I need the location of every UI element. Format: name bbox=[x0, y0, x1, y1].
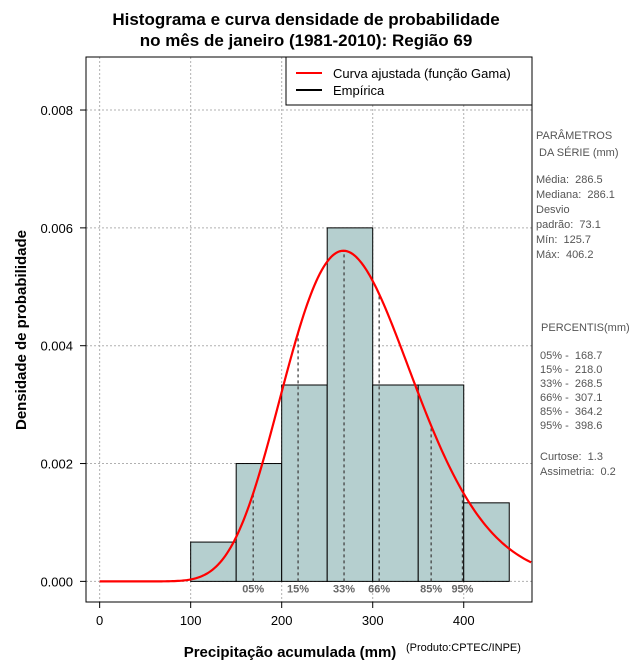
percentile-label-2: 33% bbox=[333, 583, 355, 595]
percentil-33: 33% - 268.5 bbox=[540, 378, 602, 390]
percentil-15: 15% - 218.0 bbox=[540, 364, 602, 376]
param-min: Mín: 125.7 bbox=[536, 234, 591, 246]
percentile-label-0: 05% bbox=[242, 583, 264, 595]
param-sd-label: Desvio bbox=[536, 204, 570, 216]
percentil-95: 95% - 398.6 bbox=[540, 420, 602, 432]
percentile-label-4: 85% bbox=[420, 583, 442, 595]
x-axis-label: Precipitação acumulada (mm) bbox=[184, 644, 397, 660]
percentile-label-3: 66% bbox=[368, 583, 390, 595]
param-max: Máx: 406.2 bbox=[536, 249, 593, 261]
empirical-percentile-lines bbox=[252, 250, 464, 582]
chart-title-line-1: Histograma e curva densidade de probabil… bbox=[112, 10, 499, 29]
percentil-85: 85% - 364.2 bbox=[540, 406, 602, 418]
x-tick-label-3: 300 bbox=[362, 613, 384, 628]
side-panel: PARÂMETROS DA SÉRIE (mm) Média: 286.5 Me… bbox=[536, 129, 630, 478]
x-tick-label-2: 200 bbox=[271, 613, 293, 628]
y-axis-label: Densidade de probabilidade bbox=[13, 230, 30, 430]
percentil-05: 05% - 168.7 bbox=[540, 350, 602, 362]
y-axis-ticks: 0.000 0.002 0.004 0.006 0.008 bbox=[40, 103, 86, 589]
x-tick-label-1: 100 bbox=[180, 613, 202, 628]
params-title-1: PARÂMETROS bbox=[536, 129, 612, 142]
y-tick-label-3: 0.006 bbox=[40, 221, 73, 236]
param-median: Mediana: 286.1 bbox=[536, 189, 615, 201]
histogram-bars bbox=[190, 227, 510, 582]
percentis-title: PERCENTIS(mm) bbox=[538, 322, 630, 334]
histogram-bar-5 bbox=[417, 384, 465, 582]
params-title-2: DA SÉRIE (mm) bbox=[536, 146, 619, 159]
y-tick-label-2: 0.004 bbox=[40, 339, 73, 354]
legend-box bbox=[285, 56, 533, 106]
credit-note: (Produto:CPTEC/INPE) bbox=[406, 642, 521, 654]
kurtosis: Curtose: 1.3 bbox=[540, 451, 603, 463]
percentil-66: 66% - 307.1 bbox=[540, 392, 602, 404]
param-mean: Média: 286.5 bbox=[536, 174, 603, 186]
y-tick-label-4: 0.008 bbox=[40, 103, 73, 118]
legend-label-fitted: Curva ajustada (função Gama) bbox=[333, 66, 511, 81]
histogram-bar-3 bbox=[326, 227, 374, 582]
histogram-bar-2 bbox=[281, 384, 328, 582]
x-axis-ticks: 0 100 200 300 400 bbox=[96, 602, 475, 628]
legend-label-empirical: Empírica bbox=[333, 83, 385, 98]
y-tick-label-0: 0.000 bbox=[40, 574, 73, 589]
y-tick-label-1: 0.002 bbox=[40, 457, 73, 472]
percentile-label-5: 95% bbox=[451, 583, 473, 595]
x-tick-label-0: 0 bbox=[96, 613, 103, 628]
percentile-labels: 05% 15% 33% 66% 85% 95% bbox=[242, 583, 473, 595]
skewness: Assimetria: 0.2 bbox=[540, 466, 616, 478]
chart-title-line-2: no mês de janeiro (1981-2010): Região 69 bbox=[140, 31, 473, 50]
x-tick-label-4: 400 bbox=[453, 613, 475, 628]
gamma-fitted-curve bbox=[99, 249, 532, 583]
percentile-label-1: 15% bbox=[287, 583, 309, 595]
legend: Curva ajustada (função Gama) Empírica bbox=[285, 56, 533, 106]
param-sd-value: padrão: 73.1 bbox=[536, 219, 601, 231]
